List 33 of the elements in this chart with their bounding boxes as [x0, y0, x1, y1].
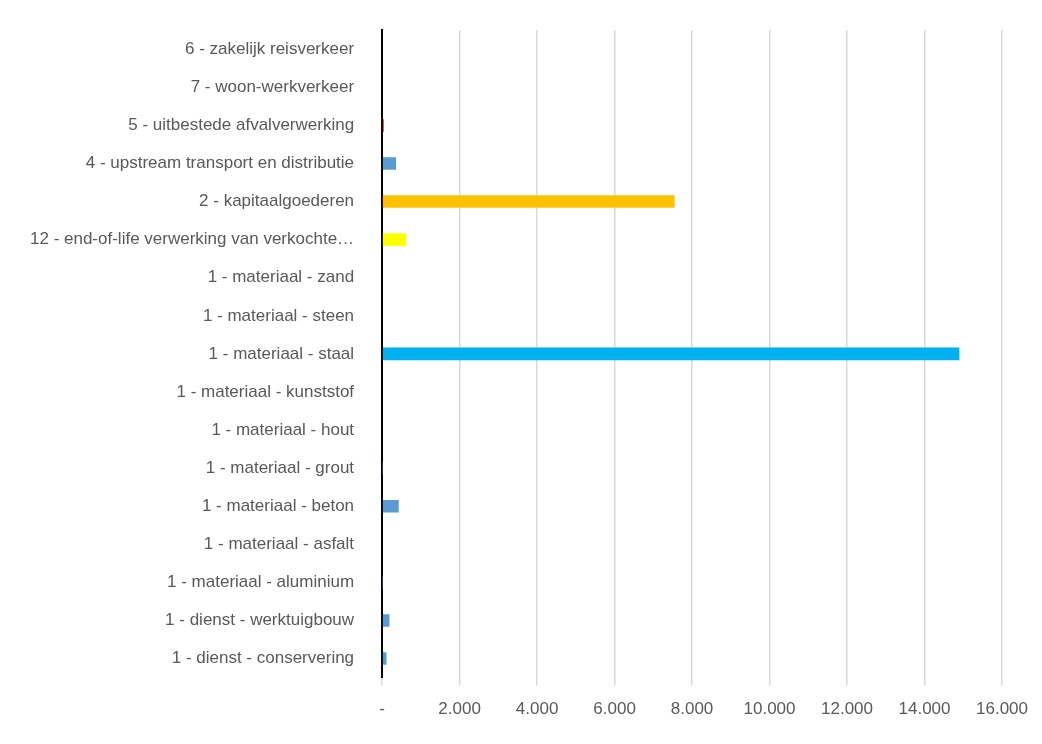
y-tick-label: 1 - materiaal - grout — [205, 457, 355, 477]
bar — [382, 499, 399, 513]
y-tick-label: 7 - woon-werkverkeer — [190, 77, 355, 97]
x-tick-label: 16.000 — [976, 699, 1028, 719]
bar — [382, 614, 390, 627]
x-tick-label: - — [379, 699, 385, 719]
y-tick-label: 2 - kapitaalgoederen — [199, 191, 355, 211]
bar — [382, 233, 407, 246]
y-tick-label: 1 - materiaal - beton — [201, 495, 355, 515]
y-tick-label: 1 - materiaal - zand — [207, 267, 355, 287]
x-tick-label: 6.000 — [593, 699, 636, 719]
x-tick-label: 10.000 — [743, 699, 796, 719]
y-tick-label: 6 - zakelijk reisverkeer — [184, 38, 355, 58]
y-tick-label: 1 - materiaal - kunststof — [176, 381, 355, 401]
y-tick-label: 4 - upstream transport en distributie — [85, 153, 355, 173]
x-tick-label: 8.000 — [670, 699, 714, 719]
y-tick-label: 5 - uitbestede afvalverwerking — [128, 115, 355, 135]
bar — [382, 652, 387, 665]
y-tick-label: 12 - end-of-life verwerking van verkochte… — [29, 229, 355, 249]
y-tick-label: 1 - dienst - conservering — [171, 648, 355, 668]
y-tick-label: 1 - materiaal - hout — [211, 419, 355, 439]
x-tick-label: 2.000 — [438, 699, 481, 719]
y-tick-label: 1 - dienst - werktuigbouw — [165, 610, 355, 630]
x-tick-label: 4.000 — [515, 699, 559, 719]
y-tick-label: 1 - materiaal - staal — [208, 343, 355, 363]
bar — [382, 195, 675, 208]
x-tick-label: 14.000 — [898, 699, 951, 719]
bar — [382, 157, 397, 170]
y-tick-label: 1 - materiaal - steen — [202, 305, 355, 325]
bar — [382, 347, 960, 361]
y-tick-label: 1 - materiaal - aluminium — [167, 572, 355, 592]
x-tick-label: 12.000 — [821, 699, 874, 719]
y-tick-label: 1 - materiaal - asfalt — [203, 534, 355, 553]
